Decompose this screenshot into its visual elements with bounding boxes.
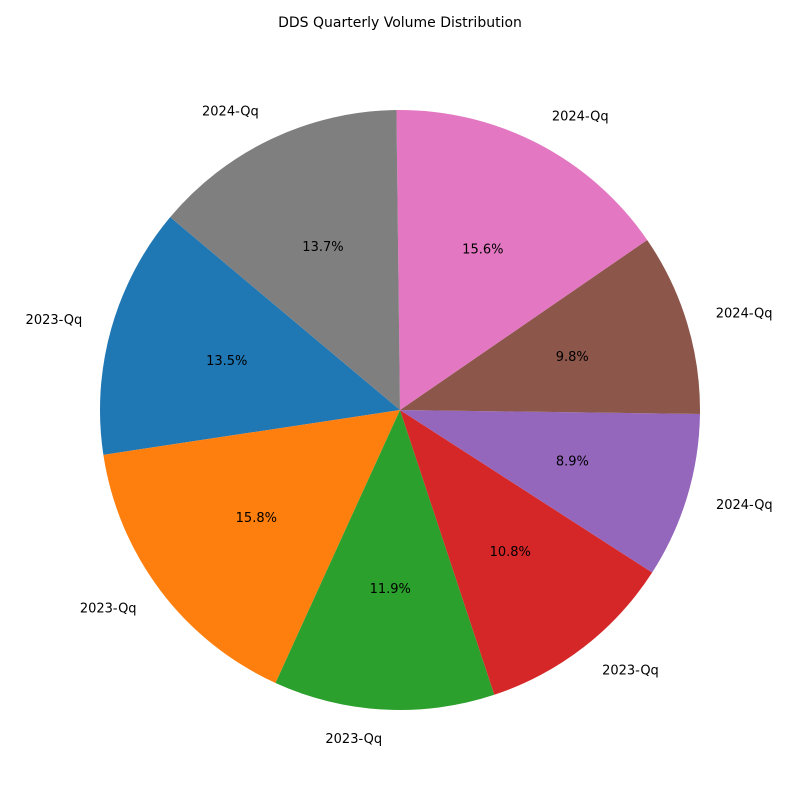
slice-category-label: 2023-Qq [80, 601, 137, 616]
pie-slice [99, 217, 400, 455]
slice-category-label: 2023-Qq [602, 663, 659, 678]
slice-percent-label: 15.8% [236, 511, 277, 526]
slice-category-label: 2024-Qq [716, 307, 773, 322]
pie-slice [275, 410, 495, 710]
slices-layer [99, 109, 700, 710]
pie-slice [103, 410, 401, 683]
slice-percent-label: 8.9% [556, 454, 589, 469]
labels-layer: 13.5% 2023-Qq 15.8% 2023-Qq 11.9% 2023-Qq 10.8… [26, 104, 773, 747]
slice-category-label: 2024-Qq [552, 110, 609, 125]
slice-percent-label: 11.9% [370, 582, 411, 597]
pie-slice [400, 239, 700, 414]
chart-title: DDS Quarterly Volume Distribution [278, 15, 522, 31]
slice-percent-label: 9.8% [556, 350, 589, 365]
slice-percent-label: 13.7% [302, 240, 343, 255]
pie-slice [396, 109, 648, 410]
slice-category-label: 2023-Qq [26, 313, 83, 328]
pie-slice [400, 410, 700, 573]
slice-category-label: 2024-Qq [716, 498, 773, 513]
pie-slice [170, 110, 400, 411]
slice-percent-label: 15.6% [462, 243, 503, 258]
slice-category-label: 2023-Qq [325, 732, 382, 747]
slice-category-label: 2024-Qq [202, 104, 259, 119]
slice-percent-label: 13.5% [206, 354, 247, 369]
pie-slice [400, 410, 653, 695]
slice-percent-label: 10.8% [490, 545, 531, 560]
